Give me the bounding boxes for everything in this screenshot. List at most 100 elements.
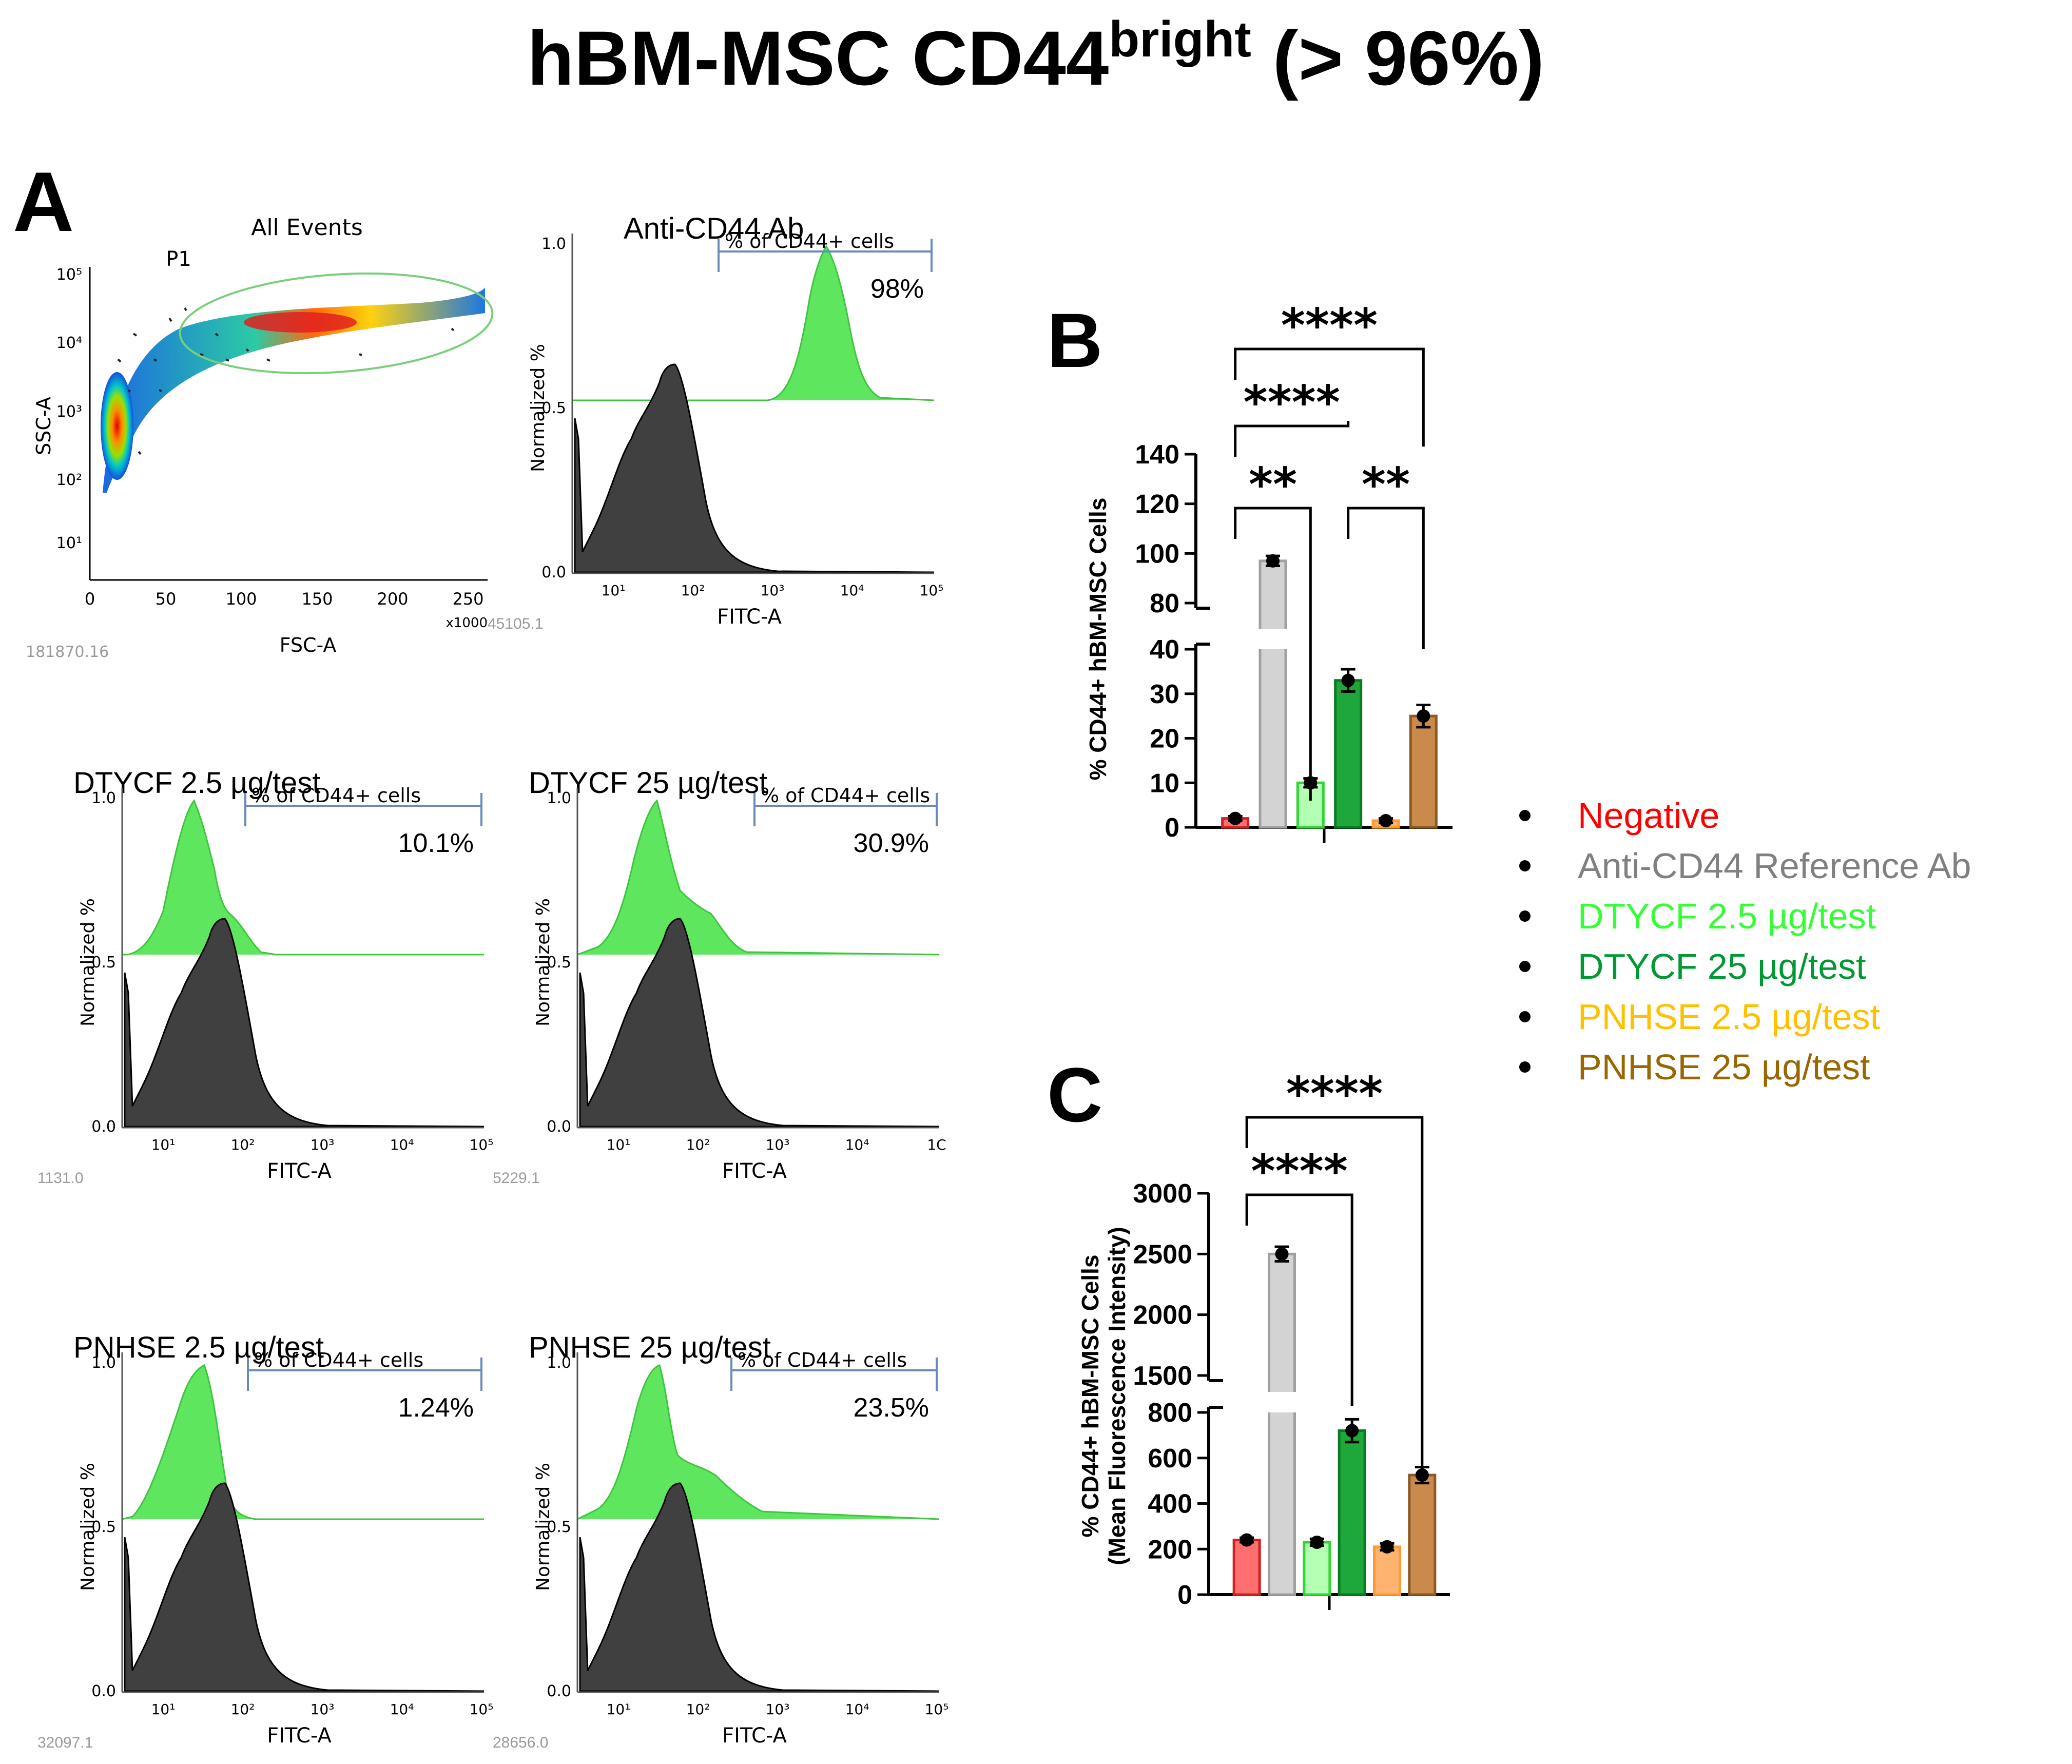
- histogram-x-tick: 10²: [686, 1701, 710, 1718]
- histogram-x-tick: 10⁴: [845, 1136, 869, 1153]
- scatter-density-core: [101, 372, 133, 480]
- histogram-x-tick: 1C: [927, 1136, 946, 1153]
- panel-a-letter: A: [13, 154, 74, 249]
- scatter-x-tick: 100: [225, 589, 257, 609]
- histogram-y-label: Normalized %: [78, 898, 99, 1026]
- scatter-noise: [117, 307, 455, 455]
- scatter-y-tick: 10¹: [56, 534, 82, 552]
- data-point: [1266, 554, 1280, 568]
- y-tick-label: 200: [1148, 1535, 1192, 1564]
- histogram-y-tick: 0.0: [547, 1682, 571, 1700]
- legend-bullet-icon: [1519, 910, 1531, 922]
- scatter-x-tick: 250: [452, 589, 483, 609]
- significance-label: ****: [1244, 376, 1340, 430]
- histogram-x-tick: 10⁵: [470, 1136, 494, 1153]
- legend-bullet-icon: [1519, 860, 1531, 871]
- histogram-y-tick: 0.5: [547, 1518, 571, 1536]
- panel-c-chart: C 0 200 400 600 800 1500 2000 2500 3000 % CD44+ hB…: [1047, 1052, 1450, 1610]
- data-point: [1341, 673, 1355, 687]
- histogram-x-label: FITC-A: [267, 1724, 332, 1748]
- histogram-footer: 45105.1: [488, 615, 543, 632]
- histogram-y-tick: 0.0: [91, 1118, 116, 1136]
- histogram-y-tick: 0.5: [541, 399, 566, 417]
- histogram-title: Anti-CD44 Ab: [624, 212, 804, 245]
- scatter-plot: All Events P1 10⁵ 10⁴ 10³ 10² 10¹ SSC-A …: [26, 215, 494, 661]
- histogram-x-tick: 10³: [311, 1701, 335, 1718]
- histogram-positive-trace: [572, 245, 935, 401]
- y-tick-label: 100: [1135, 539, 1179, 569]
- histogram-gate-label: % of CD44+ cells: [725, 230, 894, 253]
- y-axis-label: % CD44+ hBM-MSC Cells: [1077, 1255, 1103, 1538]
- data-point: [1417, 709, 1430, 723]
- scatter-x-tick: 200: [377, 589, 408, 609]
- scatter-density-hotspot: [244, 312, 357, 333]
- significance-bracket: [1245, 1193, 1353, 1406]
- histogram-x-tick: 10⁴: [390, 1701, 414, 1718]
- histogram-positive-group: [577, 1364, 940, 1520]
- y-tick-label: 80: [1150, 589, 1179, 618]
- scatter-y-ticks: 10⁵ 10⁴ 10³ 10² 10¹: [56, 266, 82, 552]
- histogram-x-label: FITC-A: [722, 1724, 787, 1748]
- y-axis-label-secondary: (Mean Fluorescence Intensity): [1103, 1227, 1130, 1565]
- legend-bullet-icon: [1519, 810, 1531, 821]
- histogram-percent: 10.1%: [398, 828, 474, 858]
- histogram-y-label: Normalized %: [528, 344, 549, 472]
- histogram-group: Anti-CD44 Ab 1.0 0.5 0.0 10¹ 10² 10³ 10⁴ 10⁵ FITC…: [37, 212, 948, 1751]
- y-axis-label: % CD44+ hBM-MSC Cells: [1085, 498, 1111, 781]
- significance-label: ****: [1251, 1145, 1348, 1198]
- significance-bracket: [1347, 507, 1425, 649]
- histogram-gate-label: % of CD44+ cells: [251, 784, 421, 807]
- histogram-positive-trace: [577, 1364, 940, 1520]
- significance-label: **: [1249, 458, 1297, 512]
- legend-bullet-icon: [1519, 1011, 1531, 1022]
- histogram-y-tick: 0.0: [541, 564, 566, 581]
- bar: [1373, 1545, 1401, 1596]
- data-point: [1228, 811, 1242, 825]
- histogram-x-tick: 10⁵: [920, 582, 944, 599]
- histogram-positive-group: [572, 245, 935, 401]
- histogram-x-tick: 10³: [761, 582, 785, 599]
- histogram-title: DTYCF 2.5 µg/test: [73, 766, 320, 800]
- histogram-negative-trace: [574, 363, 935, 573]
- histogram-percent: 30.9%: [854, 828, 929, 858]
- histogram-x-tick: 10⁴: [390, 1136, 414, 1153]
- scatter-y-tick: 10⁵: [56, 266, 82, 284]
- histogram-positive-group: [122, 799, 484, 956]
- significance-label: **: [1362, 458, 1410, 512]
- histogram-y-tick: 0.5: [91, 1518, 116, 1536]
- y-tick-label: 600: [1148, 1444, 1192, 1474]
- histogram-x-tick: 10¹: [151, 1701, 176, 1718]
- significance-bracket: [1245, 1116, 1424, 1468]
- legend-label: Anti-CD44 Reference Ab: [1578, 846, 1971, 886]
- histogram-panel: Anti-CD44 Ab 1.0 0.5 0.0 10¹ 10² 10³ 10⁴ 10⁵ FITC…: [488, 212, 943, 632]
- data-point: [1240, 1533, 1254, 1547]
- scatter-gate-ellipse: [179, 272, 494, 375]
- significance-label: ****: [1281, 299, 1378, 353]
- scatter-y-tick: 10³: [56, 403, 82, 421]
- figure-title-tail: (> 96%): [1251, 15, 1544, 101]
- histogram-x-tick: 10⁵: [925, 1701, 949, 1718]
- histogram-negative-trace: [579, 918, 940, 1128]
- histogram-negative-trace: [124, 1482, 485, 1692]
- histogram-x-label: FITC-A: [717, 605, 782, 629]
- panel-letter-b: B: [1047, 297, 1102, 383]
- scatter-x-tick: 150: [301, 589, 333, 609]
- histogram-title: PNHSE 2.5 µg/test: [73, 1331, 324, 1364]
- bar-break-gap: [1257, 629, 1289, 649]
- histogram-x-tick: 10²: [231, 1136, 255, 1153]
- significance-bracket: [1234, 507, 1312, 801]
- y-tick-label: 20: [1150, 724, 1179, 754]
- y-tick-label: 30: [1150, 680, 1179, 709]
- scatter-y-tick: 10⁴: [56, 334, 82, 352]
- histogram-x-tick: 10³: [311, 1136, 335, 1153]
- histogram-y-tick: 1.0: [547, 1354, 571, 1372]
- scatter-y-tick: 10²: [56, 471, 82, 489]
- histogram-y-tick: 0.5: [91, 954, 116, 972]
- histogram-x-tick: 10²: [231, 1701, 255, 1718]
- histogram-gate-label: % of CD44+ cells: [761, 784, 930, 807]
- histogram-title: DTYCF 25 µg/test: [529, 766, 767, 800]
- histogram-y-label: Normalized %: [78, 1463, 99, 1591]
